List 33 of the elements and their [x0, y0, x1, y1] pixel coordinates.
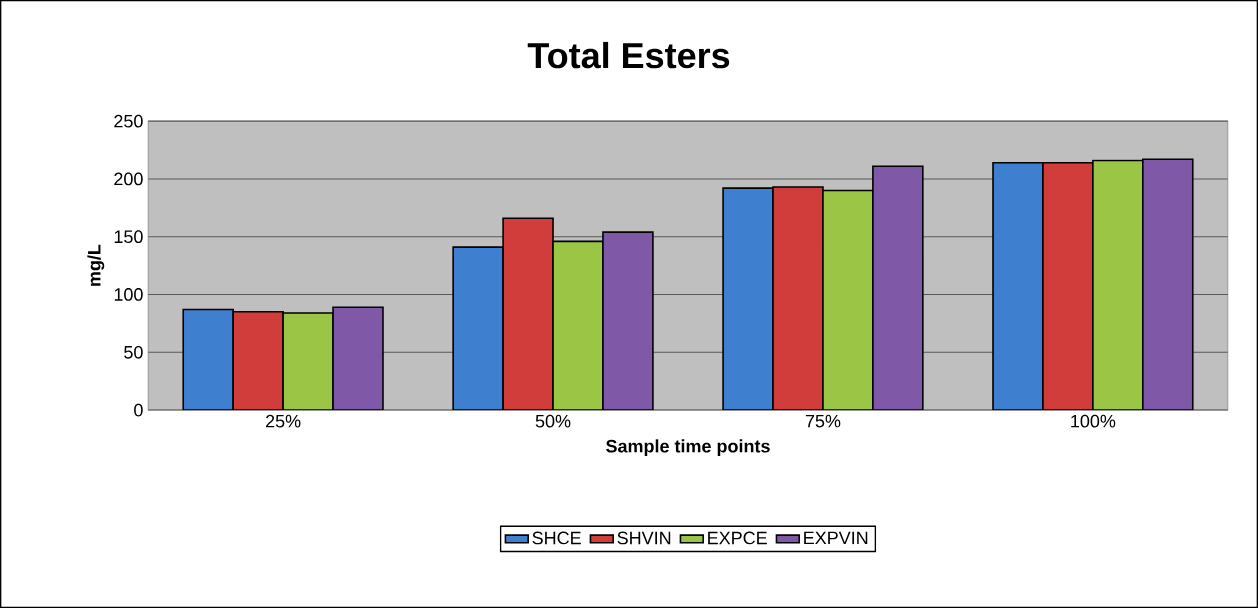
y-tick-label: 250 — [114, 114, 143, 128]
bar — [552, 240, 604, 410]
bar — [822, 190, 873, 410]
bar — [182, 308, 234, 410]
y-tick-label: 50 — [124, 345, 143, 359]
legend-label: EXPVIN — [804, 531, 868, 545]
legend-label: SHCE — [532, 531, 581, 545]
bar — [502, 217, 554, 410]
bar — [602, 231, 654, 410]
y-tick-label: 100 — [114, 288, 143, 301]
chart-title: Total Esters — [527, 41, 730, 69]
y-tick-label: 150 — [114, 230, 143, 243]
y-tick-label: 0 — [134, 403, 143, 417]
bar — [332, 306, 384, 410]
bar — [282, 312, 334, 410]
bar — [232, 310, 284, 410]
bar — [452, 246, 504, 410]
bar — [723, 188, 774, 410]
y-tick-label: 200 — [114, 172, 143, 186]
legend-label: SHVIN — [617, 531, 671, 545]
x-tick-label: 50% — [535, 414, 571, 428]
x-tick-label: 100% — [1071, 414, 1116, 428]
bar — [992, 161, 1044, 410]
bar — [1092, 159, 1144, 410]
legend-label: EXPCE — [708, 531, 767, 545]
x-tick-label: 25% — [265, 414, 301, 428]
bar — [1042, 161, 1094, 410]
x-axis-title: Sample time points — [606, 439, 770, 457]
y-axis-title: mg/L — [87, 244, 105, 286]
bar — [872, 166, 923, 410]
x-tick-label: 75% — [805, 414, 841, 428]
bar — [1142, 158, 1194, 410]
bar — [773, 186, 823, 410]
